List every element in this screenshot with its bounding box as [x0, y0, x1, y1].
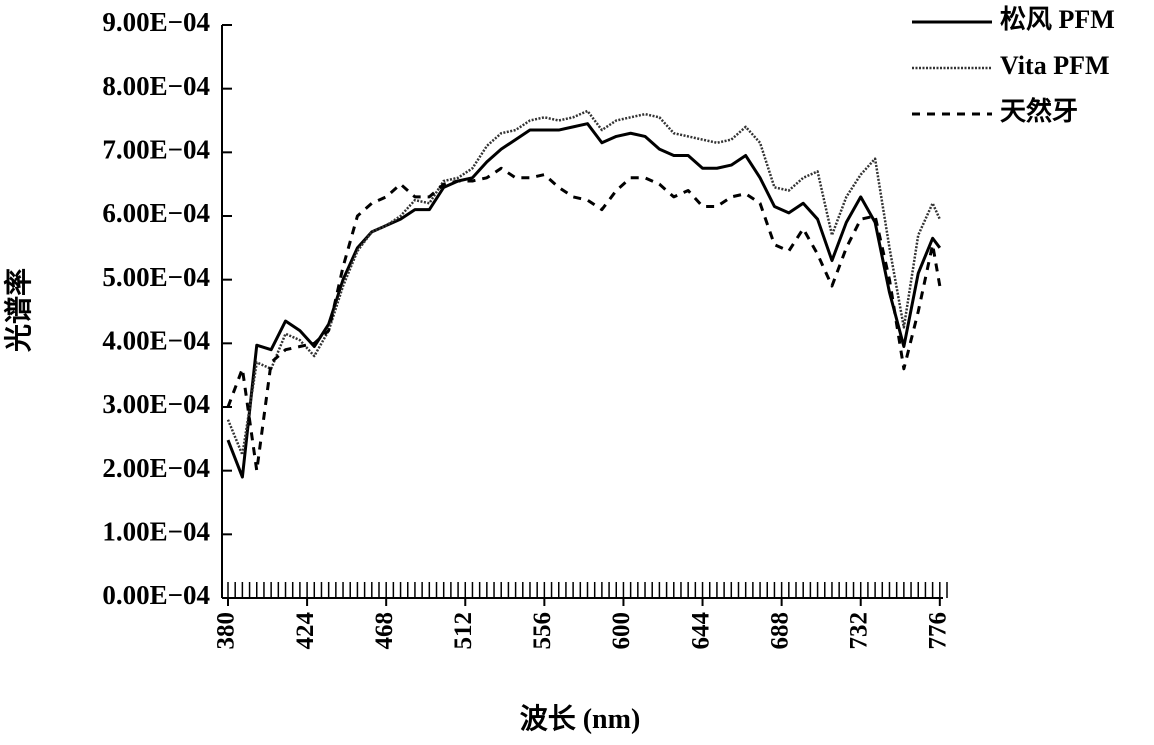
y-tick-label: 3.00E−04	[102, 389, 210, 419]
legend-label: 松风 PFM	[1000, 5, 1115, 34]
x-tick-label: 600	[608, 612, 635, 650]
y-tick-label: 9.00E−04	[102, 7, 210, 37]
x-tick-label: 424	[292, 612, 319, 650]
x-tick-label: 380	[213, 612, 240, 650]
y-tick-label: 2.00E−04	[102, 453, 210, 483]
series-line	[226, 166, 942, 473]
x-tick-label: 732	[845, 612, 872, 650]
y-tick-label: 8.00E−04	[102, 71, 210, 101]
x-axis-label: 波长 (nm)	[520, 703, 641, 735]
x-tick-label: 556	[529, 612, 556, 650]
y-tick-label: 0.00E−04	[102, 580, 210, 610]
x-tick-label: 688	[766, 612, 793, 650]
x-tick-label: 776	[925, 612, 952, 650]
series-line	[226, 122, 942, 479]
y-tick-label: 6.00E−04	[102, 198, 210, 228]
legend-label: 天然牙	[1000, 96, 1078, 126]
y-tick-label: 7.00E−04	[102, 135, 210, 165]
y-tick-label: 5.00E−04	[102, 262, 210, 292]
x-tick-label: 644	[687, 612, 714, 650]
y-tick-label: 1.00E−04	[102, 517, 210, 547]
x-tick-label: 468	[371, 612, 398, 650]
y-axis-label: 光谱率	[2, 268, 35, 353]
x-tick-label: 512	[450, 612, 477, 650]
y-tick-label: 4.00E−04	[102, 326, 210, 356]
legend-label: Vita PFM	[1000, 51, 1110, 80]
